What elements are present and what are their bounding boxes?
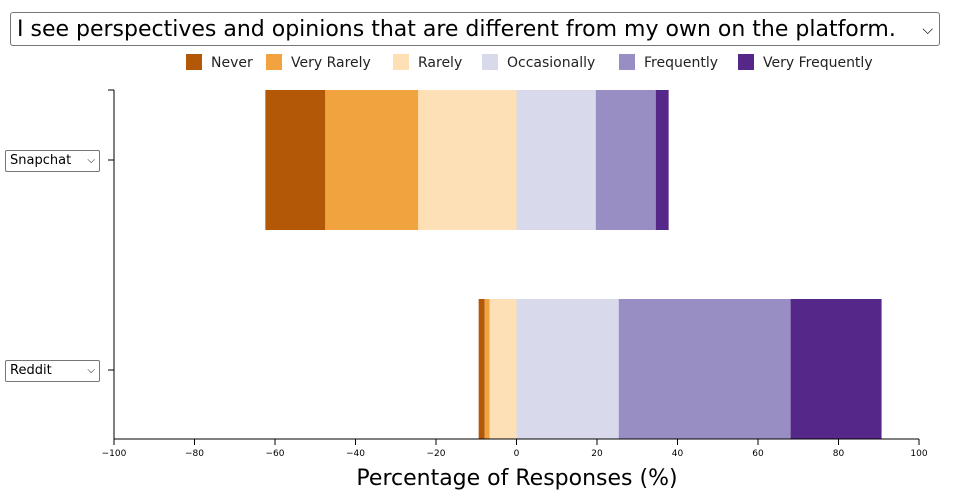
bar-snapchat-frequently — [595, 90, 656, 230]
x-tick-label: −40 — [346, 449, 365, 459]
legend-label: Rarely — [418, 55, 462, 71]
platform-select-label: Snapchat — [10, 153, 72, 168]
bar-reddit-rarely — [489, 299, 517, 439]
bar-reddit-very-rarely — [484, 299, 490, 439]
bar-snapchat-rarely — [418, 90, 517, 230]
bar-reddit-frequently — [618, 299, 791, 439]
x-tick-label: −60 — [266, 449, 285, 459]
x-tick-label: 40 — [672, 449, 684, 459]
legend-swatch — [186, 54, 202, 70]
x-tick-label: 60 — [752, 449, 764, 459]
legend-label: Never — [211, 55, 253, 71]
bar-reddit-very-frequently — [790, 299, 882, 439]
x-tick-label: 100 — [910, 449, 927, 459]
bar-reddit-occasionally — [516, 299, 619, 439]
legend-swatch — [393, 54, 409, 70]
legend-label: Very Frequently — [763, 55, 873, 71]
question-select[interactable]: I see perspectives and opinions that are… — [10, 12, 940, 46]
x-tick-label: 80 — [833, 449, 845, 459]
chevron-down-icon: ⌵ — [87, 155, 95, 166]
bar-snapchat-very-rarely — [325, 90, 419, 230]
x-tick-label: 0 — [514, 449, 520, 459]
x-tick-label: −80 — [185, 449, 204, 459]
bar-snapchat-occasionally — [516, 90, 596, 230]
legend-label: Frequently — [644, 55, 718, 71]
x-axis-title: Percentage of Responses (%) — [356, 466, 677, 491]
chevron-down-icon: ⌵ — [922, 22, 933, 38]
platform-select-1[interactable]: Snapchat ⌵ — [5, 150, 100, 172]
bar-snapchat-very-frequently — [655, 90, 669, 230]
legend-label: Occasionally — [507, 55, 595, 71]
chevron-down-icon: ⌵ — [87, 365, 95, 376]
bar-snapchat-never — [265, 90, 326, 230]
bar-reddit-never — [478, 299, 485, 439]
legend-swatch — [738, 54, 754, 70]
legend-swatch — [266, 54, 282, 70]
platform-select-2[interactable]: Reddit ⌵ — [5, 360, 100, 382]
x-tick-label: −100 — [102, 449, 127, 459]
legend-swatch — [482, 54, 498, 70]
x-tick-label: 20 — [591, 449, 603, 459]
platform-select-label: Reddit — [10, 363, 52, 378]
legend-swatch — [619, 54, 635, 70]
question-text: I see perspectives and opinions that are… — [17, 17, 896, 42]
x-tick-label: −20 — [427, 449, 446, 459]
legend-label: Very Rarely — [291, 55, 371, 71]
